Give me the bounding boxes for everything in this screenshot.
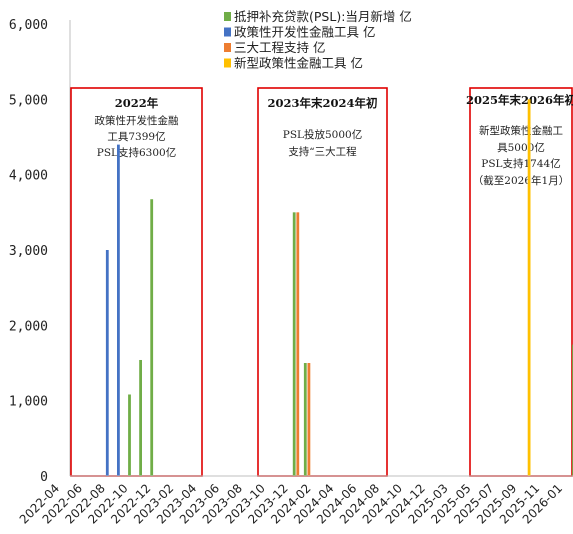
annotation-box-text: 政策性开发性金融 <box>95 114 179 127</box>
y-tick-label: 4,000 <box>9 169 48 184</box>
legend-label: 政策性开发性金融工具 亿 <box>234 25 375 40</box>
y-tick-label: 5,000 <box>9 93 48 108</box>
bars <box>105 99 573 477</box>
annotation-box-text: PSL支持1744亿 <box>481 157 560 170</box>
y-tick-label: 1,000 <box>9 395 48 410</box>
legend-swatch <box>224 27 231 37</box>
bar <box>292 212 296 477</box>
annotation-box-text: PSL支持6300亿 <box>97 146 176 159</box>
annotation-box-text: 具5000亿 <box>497 141 545 154</box>
bar <box>303 363 307 476</box>
y-axis: 0 1,000 2,000 3,000 4,000 5,000 6,000 <box>9 18 71 485</box>
legend-label: 抵押补充贷款(PSL):当月新增 亿 <box>234 9 412 24</box>
bar <box>150 199 154 476</box>
bar <box>307 363 311 476</box>
y-tick-label: 6,000 <box>9 18 48 33</box>
y-tick-label: 3,000 <box>9 244 48 259</box>
annotation-box-text: 支持“三大工程 <box>288 145 357 158</box>
bar <box>128 394 131 476</box>
annotation-box-title: 2022年 <box>115 96 159 110</box>
annotation-box-text: PSL投放5000亿 <box>283 128 362 141</box>
annotation-box-title: 2025年末2026年初 <box>466 93 573 107</box>
bar <box>296 212 300 477</box>
legend-swatch <box>224 43 231 52</box>
legend-label: 三大工程支持 亿 <box>234 40 325 55</box>
bar <box>139 359 142 476</box>
annotation-box-text: （截至2026年1月） <box>473 174 569 187</box>
bar <box>105 250 109 476</box>
annotation-box-text: 新型政策性金融工 <box>479 124 563 137</box>
bar <box>527 99 531 476</box>
y-tick-label: 2,000 <box>9 319 48 334</box>
annotation-box-text: 工具7399亿 <box>107 130 165 143</box>
legend-label: 新型政策性金融工具 亿 <box>234 56 363 71</box>
y-tick-label: 0 <box>40 470 48 485</box>
bar <box>117 144 120 476</box>
legend-swatch <box>224 12 231 21</box>
annotation-box-title: 2023年末2024年初 <box>267 96 377 110</box>
legend-swatch <box>224 58 231 68</box>
x-axis: 2022-042022-062022-082022-102022-122023-… <box>17 475 573 527</box>
